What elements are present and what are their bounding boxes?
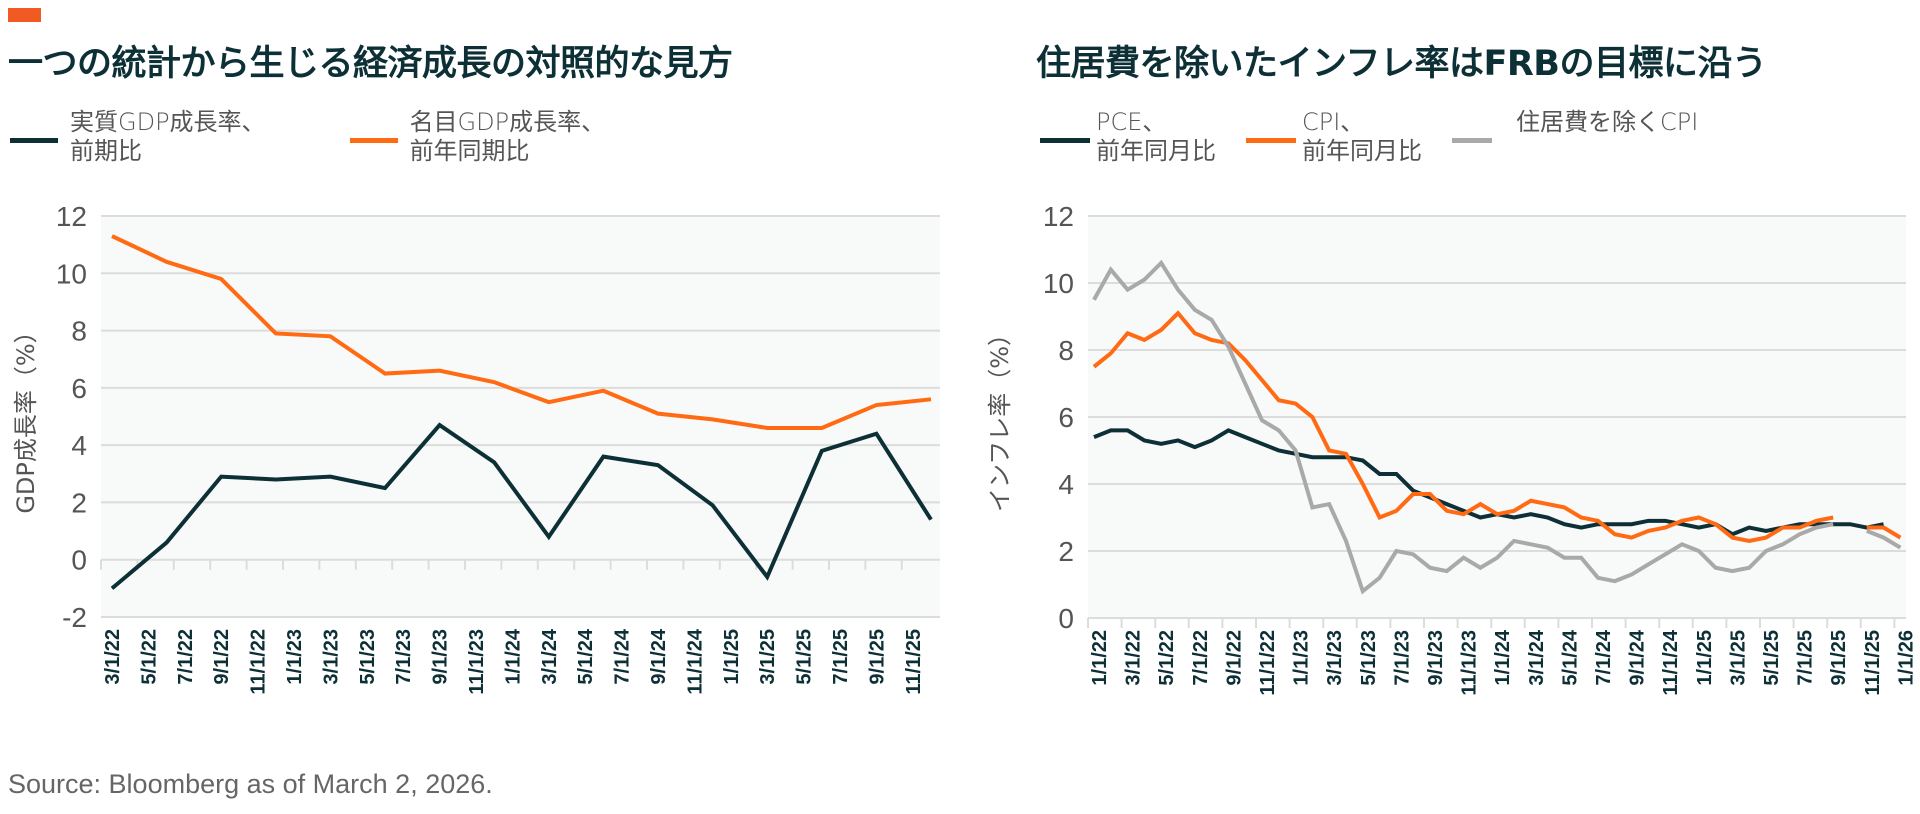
x-tick-label: 7/1/25: [1795, 630, 1817, 686]
legend-label-nominal-gdp: 名目GDP成長率、 前年同期比: [409, 108, 606, 165]
x-tick-label: 9/1/23: [1425, 630, 1447, 686]
x-tick-label: 1/1/23: [284, 629, 306, 685]
x-tick-label: 11/1/23: [1459, 630, 1481, 696]
chart2-inflation: 12 10 8 6 4 2 0 1/1/22 3/1/22 5/1/22 7/1/22 9/1/22 1…: [986, 201, 1917, 696]
x-tick-label: 5/1/22: [138, 629, 160, 685]
chart1-gdp: 12 10 8 6 4 2 0 -2 3/1/22 5/1/22 7/1/22 9/1/22 11/1/…: [12, 201, 940, 695]
y-tick-label: 4: [71, 430, 87, 461]
x-tick-label: 3/1/25: [757, 629, 779, 685]
x-tick-label: 7/1/22: [175, 629, 197, 685]
accent-bar: [8, 8, 41, 22]
y-tick-label: 12: [1043, 201, 1074, 232]
x-tick-label: 1/1/25: [721, 629, 743, 685]
x-tick-label: 9/1/25: [866, 629, 888, 685]
x-tick-label: 1/1/23: [1291, 630, 1313, 686]
plot-area: [101, 216, 940, 617]
x-tick-label: 5/1/22: [1156, 630, 1178, 686]
y-tick-label: 2: [71, 487, 87, 518]
x-tick-label: 5/1/24: [1559, 629, 1581, 685]
x-tick-label: 3/1/25: [1727, 630, 1749, 686]
chart1-legend: 実質GDP成長率、 前期比 名目GDP成長率、 前年同期比: [10, 108, 605, 166]
y-tick-label: 6: [1058, 402, 1074, 433]
x-tick-label: 5/1/23: [1358, 630, 1380, 686]
legend-label-real-gdp: 実質GDP成長率、 前期比: [70, 108, 266, 165]
x-tick-label: 7/1/24: [1593, 629, 1615, 685]
x-tick-label: 5/1/25: [794, 629, 816, 685]
legend-label-cpi-ex-shelter: 住居費を除くCPI: [1516, 108, 1699, 136]
series-line-1: [111, 234, 932, 430]
y-tick-label: 10: [56, 258, 87, 289]
y-axis-title: インフレ率（%）: [986, 322, 1014, 512]
x-tick-label: 11/1/22: [248, 629, 270, 695]
legend-swatch-cpi-ex-shelter: [1452, 138, 1492, 143]
x-tick-label: 9/1/22: [1223, 630, 1245, 686]
legend-swatch-nominal-gdp: [349, 138, 398, 143]
y-tick-label: 8: [71, 316, 87, 347]
x-tick-label: 11/1/24: [1660, 629, 1682, 696]
x-tick-label: 1/1/24: [502, 628, 524, 684]
x-tick-label: 11/1/25: [903, 629, 925, 695]
x-tick-label: 11/1/23: [466, 629, 488, 695]
x-tick-label: 7/1/23: [1391, 630, 1413, 686]
legend-item-pce: PCE、 前年同月比: [1040, 108, 1216, 166]
y-tick-label: 8: [1058, 335, 1074, 366]
x-tick-label: 9/1/24: [1627, 629, 1649, 685]
x-tick-label: 1/1/24: [1492, 629, 1514, 685]
x-tick-label: 3/1/24: [1526, 629, 1548, 685]
x-tick-label: 7/1/23: [393, 629, 415, 685]
x-tick-label: 7/1/25: [830, 629, 852, 685]
x-tick-label: 9/1/25: [1828, 630, 1850, 686]
x-tick-label: 5/1/25: [1761, 630, 1783, 686]
legend-item-cpi: CPI、 前年同月比: [1246, 108, 1422, 166]
legend-swatch-real-gdp: [10, 138, 58, 143]
x-tick-label: 9/1/23: [430, 629, 452, 685]
y-tick-label: 10: [1043, 268, 1074, 299]
legend-swatch-cpi: [1246, 138, 1296, 143]
x-tick-label: 3/1/22: [1123, 630, 1145, 686]
source-note: Source: Bloomberg as of March 2, 2026.: [8, 769, 493, 799]
legend-item-real-gdp: 実質GDP成長率、 前期比: [10, 108, 266, 166]
x-tick-label: 7/1/24: [612, 628, 634, 684]
y-tick-label: 0: [71, 545, 87, 576]
x-tick-label: 1/1/26: [1895, 630, 1917, 686]
x-tick-label: 11/1/24: [684, 628, 706, 695]
legend-label-cpi: CPI、 前年同月比: [1302, 108, 1422, 165]
legend-item-nominal-gdp: 名目GDP成長率、 前年同期比: [349, 108, 606, 166]
y-tick-label: 6: [71, 373, 87, 404]
x-tick-label: 7/1/22: [1190, 630, 1212, 686]
y-tick-label: 0: [1058, 603, 1074, 634]
chart1-title: 一つの統計から生じる経済成長の対照的な見方: [8, 44, 733, 84]
series-line-0: [1093, 428, 1884, 537]
x-tick-label: 3/1/23: [1324, 630, 1346, 686]
y-tick-label: 12: [56, 201, 87, 232]
y-tick-label: 2: [1058, 536, 1074, 567]
x-tick-label: 5/1/23: [357, 629, 379, 685]
x-tick-label: 5/1/24: [575, 628, 597, 684]
x-tick-label: 3/1/24: [539, 628, 561, 684]
y-tick-label: -2: [62, 602, 87, 633]
series-line-0: [110, 422, 933, 590]
x-tick-label: 3/1/23: [320, 629, 342, 685]
y-axis-title: GDP成長率（%）: [12, 319, 40, 513]
x-tick-label: 3/1/22: [102, 629, 124, 685]
chart2-legend: PCE、 前年同月比 CPI、 前年同月比 住居費を除くCPI: [1040, 108, 1698, 166]
x-tick-label: 1/1/22: [1089, 630, 1111, 686]
x-tick-label: 11/1/25: [1862, 630, 1884, 696]
x-tick-label: 1/1/25: [1694, 630, 1716, 686]
chart2-title: 住居費を除いたインフレ率はFRBの目標に沿う: [1036, 44, 1767, 84]
y-tick-label: 4: [1058, 469, 1074, 500]
legend-swatch-pce: [1040, 138, 1090, 143]
legend-label-pce: PCE、 前年同月比: [1096, 108, 1216, 165]
x-tick-label: 11/1/22: [1257, 630, 1279, 696]
legend-item-cpi-ex-shelter: 住居費を除くCPI: [1452, 108, 1698, 166]
x-tick-label: 9/1/24: [648, 628, 670, 684]
x-tick-label: 9/1/22: [211, 629, 233, 685]
